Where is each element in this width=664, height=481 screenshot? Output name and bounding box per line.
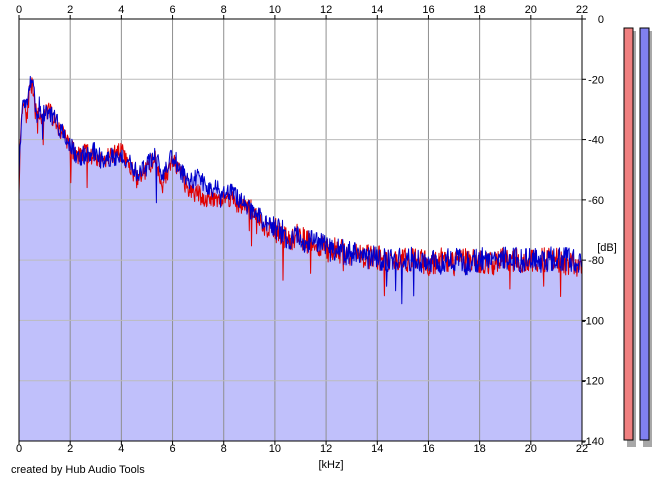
series-line-1 [18,75,583,305]
x-tick-label-top: 22 [576,4,588,16]
y-tick-label: -60 [588,195,604,207]
x-tick-label-top: 10 [269,4,281,16]
y-tick-label: -80 [588,255,604,267]
x-tick-label-top: 6 [169,4,175,16]
y-tick-label: -100 [582,315,604,327]
spectrum-fill [19,76,582,442]
x-tick-label-bottom: 12 [320,443,332,455]
x-tick-label-top: 16 [422,4,434,16]
y-tick-label: 0 [598,14,604,26]
x-tick-label-top: 8 [221,4,227,16]
y-tick-label: -40 [588,135,604,147]
level-meter-left [623,27,634,441]
x-tick-label-top: 4 [118,4,124,16]
x-tick-label-bottom: 2 [67,443,73,455]
x-tick-label-bottom: 14 [371,443,383,455]
series-line-0 [18,77,583,297]
y-tick-label: -120 [582,376,604,388]
y-tick-label: -140 [582,436,604,448]
x-tick-label-top: 2 [67,4,73,16]
y-axis-label: [dB] [597,242,617,254]
x-tick-label-bottom: 4 [118,443,124,455]
x-tick-label-bottom: 0 [16,443,22,455]
credit-text: created by Hub Audio Tools [11,464,145,476]
x-tick-label-top: 12 [320,4,332,16]
x-axis-label: [kHz] [318,459,343,471]
plot-frame [18,18,583,442]
y-tick-label: -20 [588,74,604,86]
level-meter-right [639,27,650,441]
x-tick-label-bottom: 22 [576,443,588,455]
x-tick-label-top: 20 [525,4,537,16]
x-tick-label-bottom: 16 [422,443,434,455]
level-meters [623,27,652,447]
x-tick-label-top: 0 [16,4,22,16]
x-tick-label-bottom: 10 [269,443,281,455]
x-tick-label-bottom: 20 [525,443,537,455]
x-tick-label-top: 18 [474,4,486,16]
x-tick-label-bottom: 8 [221,443,227,455]
x-tick-label-bottom: 6 [169,443,175,455]
x-tick-label-bottom: 18 [474,443,486,455]
x-tick-label-top: 14 [371,4,383,16]
